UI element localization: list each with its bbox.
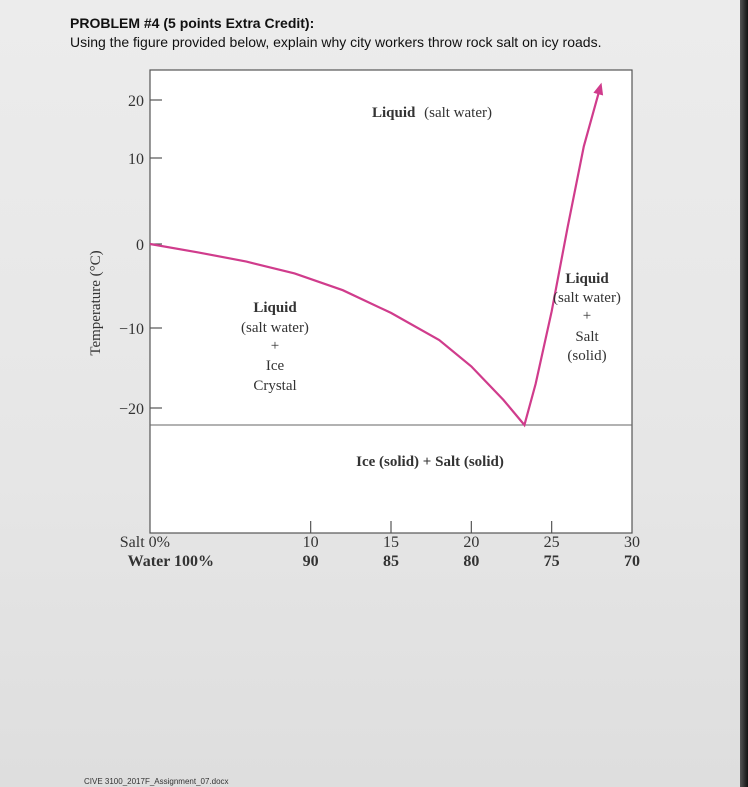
region-liquid-salt-line-3: +: [583, 308, 591, 324]
liquidus-arrow-head: [593, 82, 604, 96]
document-footer: CIVE 3100_2017F_Assignment_07.docx: [84, 777, 229, 786]
x-tick-water-label-1: 90: [303, 553, 319, 570]
plot-frame: [149, 69, 633, 534]
page-edge-shadow: [740, 0, 748, 787]
region-liquid-top-bold: Liquid: [372, 105, 416, 121]
region-liquid-ice-line-5: Crystal: [253, 378, 296, 394]
region-liquid-ice-line-4: Ice: [266, 358, 285, 374]
y-tick-label-1: 10: [128, 151, 144, 168]
problem-heading: PROBLEM #4 (5 points Extra Credit):: [70, 15, 315, 31]
x-tick-water-label-0: Water 100%: [128, 553, 214, 570]
x-tick-salt-label-0: Salt 0%: [120, 534, 170, 551]
y-tick-label-4: −20: [119, 401, 144, 418]
region-liquid-top: Liquid (salt water): [372, 105, 492, 121]
y-tick-label-3: −10: [119, 321, 144, 338]
x-axis-ticks: Salt 0% Water 100% 10 90 15 85 20 80 25 75 30 70: [120, 521, 640, 570]
region-liquid-ice-line-1: Liquid: [253, 300, 297, 316]
x-tick-water-label-4: 75: [544, 553, 560, 570]
x-tick-water-label-3: 80: [463, 553, 479, 570]
x-tick-salt-label-3: 20: [463, 534, 479, 551]
y-tick-label-2: 0: [136, 237, 144, 254]
region-liquid-salt-line-4: Salt: [575, 329, 599, 345]
x-tick-salt-label-1: 10: [303, 534, 319, 551]
liquidus-curve: [149, 88, 601, 428]
x-tick-water-label-5: 70: [624, 553, 640, 570]
region-liquid-salt-line-1: Liquid: [565, 271, 609, 287]
x-tick-salt-label-4: 25: [544, 534, 560, 551]
x-tick-salt-label-2: 15: [383, 534, 399, 551]
y-tick-label-0: 20: [128, 93, 144, 110]
region-liquid-ice-line-2: (salt water): [241, 320, 309, 336]
region-liquid-top-rest: (salt water): [424, 105, 492, 121]
problem-question: Using the figure provided below, explain…: [70, 34, 602, 50]
y-axis-ticks: 20 10 0 −10 −20: [119, 93, 162, 418]
region-liquid-ice-line-3: +: [271, 338, 279, 354]
y-axis-label: Temperature (°C): [88, 250, 104, 355]
region-solid: Ice (solid) + Salt (solid): [356, 454, 504, 470]
region-liquid-salt-line-2: (salt water): [553, 290, 621, 306]
x-tick-water-label-2: 85: [383, 553, 399, 570]
region-liquid-salt-line-5: (solid): [567, 348, 606, 364]
x-tick-salt-label-5: 30: [624, 534, 640, 551]
